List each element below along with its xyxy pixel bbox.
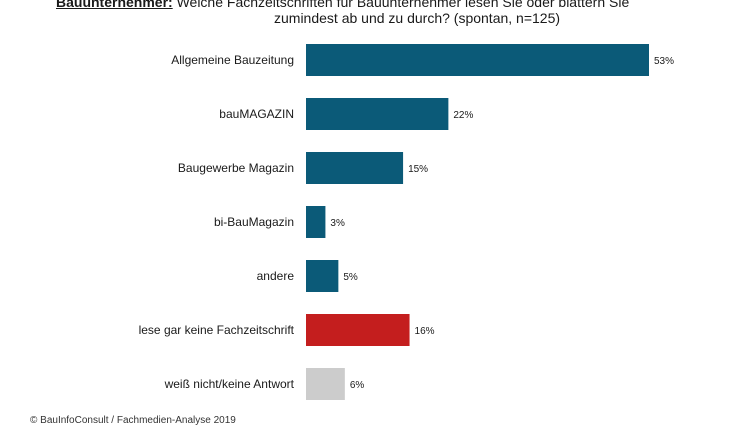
bar: [306, 44, 649, 76]
category-label: Allgemeine Bauzeitung: [171, 53, 294, 67]
value-label: 6%: [350, 380, 365, 391]
title-prefix: Bauunternehmer:: [56, 0, 173, 10]
category-label: lese gar keine Fachzeitschrift: [139, 323, 295, 337]
value-label: 15%: [408, 164, 428, 175]
bar: [306, 368, 345, 400]
category-label: Baugewerbe Magazin: [178, 161, 294, 175]
bar-chart: Allgemeine Bauzeitung 53% bauMAGAZIN 22% Bau…: [139, 44, 674, 400]
value-label: 16%: [415, 326, 435, 337]
bar: [306, 98, 449, 130]
value-label: 3%: [330, 218, 345, 229]
bar: [306, 314, 410, 346]
bar: [306, 152, 404, 184]
category-label: andere: [257, 269, 295, 283]
category-label: weiß nicht/keine Antwort: [164, 377, 295, 391]
bar: [306, 206, 326, 238]
value-label: 22%: [453, 110, 473, 121]
value-label: 5%: [343, 272, 358, 283]
category-label: bauMAGAZIN: [219, 107, 294, 121]
title-question-line2: zumindest ab und zu durch? (spontan, n=1…: [274, 10, 561, 26]
value-label: 53%: [654, 56, 674, 67]
chart-title: Bauunternehmer: Welche Fachzeitschriften…: [56, 0, 716, 26]
title-question-line1: Welche Fachzeitschriften für Bauunterneh…: [172, 0, 630, 10]
category-label: bi-BauMagazin: [214, 215, 294, 229]
bar: [306, 260, 339, 292]
